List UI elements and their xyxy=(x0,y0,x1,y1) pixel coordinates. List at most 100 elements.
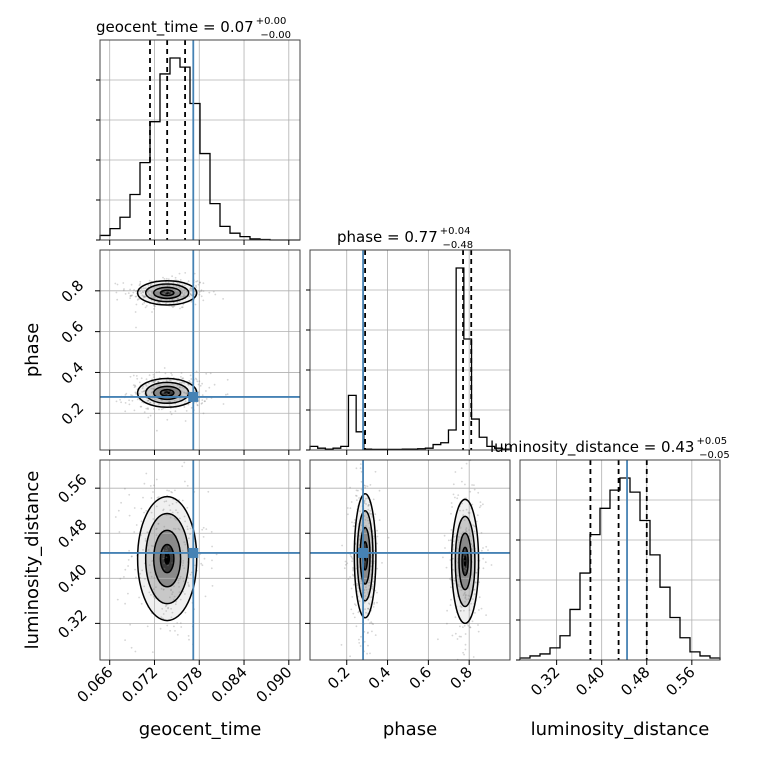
sample-point xyxy=(350,501,353,503)
sample-point xyxy=(469,626,472,629)
sample-point xyxy=(477,624,479,626)
sample-point xyxy=(461,502,463,505)
sample-point xyxy=(449,559,452,561)
sample-point xyxy=(157,522,160,525)
sample-point xyxy=(366,652,368,655)
sample-point xyxy=(462,539,464,542)
sample-point xyxy=(152,595,155,598)
sample-point xyxy=(357,489,359,492)
panel-geocent_time-geocent_time-frame xyxy=(99,39,301,241)
sample-point xyxy=(358,497,360,499)
sample-point xyxy=(156,429,158,432)
sample-point xyxy=(125,392,128,395)
sample-point xyxy=(182,295,185,298)
sample-point xyxy=(140,520,143,523)
sample-point xyxy=(360,524,363,527)
sample-point xyxy=(369,528,371,531)
sample-point xyxy=(459,509,461,512)
sample-point xyxy=(143,296,145,298)
sample-point xyxy=(187,280,190,283)
sample-point xyxy=(147,407,149,410)
sample-point xyxy=(200,295,203,298)
sample-point xyxy=(169,516,172,519)
sample-point xyxy=(150,387,153,390)
sample-point xyxy=(195,286,198,288)
sample-point xyxy=(161,607,164,610)
title-phase: phase = 0.77 +0.04 −0.48 xyxy=(337,226,473,251)
sample-point xyxy=(170,539,172,542)
sample-point xyxy=(174,556,177,559)
sample-point xyxy=(177,297,180,300)
sample-point xyxy=(180,376,182,378)
sample-point xyxy=(165,302,167,305)
sample-point xyxy=(184,272,187,274)
sample-point xyxy=(165,549,167,552)
sample-point xyxy=(461,542,464,545)
sample-point xyxy=(153,387,155,390)
sample-point xyxy=(170,372,173,375)
sample-point xyxy=(189,286,192,289)
sample-point xyxy=(165,500,168,503)
sample-point xyxy=(114,282,117,285)
sample-point xyxy=(451,634,454,637)
sample-point xyxy=(463,566,466,569)
sample-point xyxy=(367,607,369,610)
sample-point xyxy=(173,305,176,308)
contour-line xyxy=(152,286,182,300)
sample-point xyxy=(168,379,171,382)
sample-point xyxy=(168,284,171,287)
sample-point xyxy=(180,626,183,628)
sample-point xyxy=(151,391,154,393)
sample-point xyxy=(360,488,363,491)
sample-point xyxy=(474,612,476,614)
sample-point xyxy=(462,514,465,517)
sample-point xyxy=(163,525,166,528)
sample-point xyxy=(171,374,173,376)
sample-point xyxy=(143,290,146,292)
sample-point xyxy=(368,522,370,525)
sample-point xyxy=(360,582,363,585)
sample-point xyxy=(155,528,158,531)
sample-point xyxy=(360,470,363,473)
sample-point xyxy=(150,544,153,547)
sample-point xyxy=(156,496,159,499)
sample-point xyxy=(153,484,155,487)
sample-point xyxy=(151,651,154,653)
sample-point xyxy=(185,392,188,395)
sample-point xyxy=(183,461,186,464)
sample-point xyxy=(471,503,474,506)
sample-point xyxy=(208,386,211,389)
sample-point xyxy=(135,375,138,377)
sample-point xyxy=(151,391,153,394)
sample-point xyxy=(186,506,189,509)
sample-point xyxy=(184,292,186,294)
sample-point xyxy=(358,534,361,537)
sample-point xyxy=(449,539,452,542)
sample-point xyxy=(131,399,134,402)
sample-point xyxy=(116,598,119,601)
sample-point xyxy=(167,607,169,610)
sample-point xyxy=(136,299,139,301)
sample-point xyxy=(437,638,439,641)
sample-point xyxy=(187,581,190,584)
panel-luminosity_distance-luminosity_distance-frame xyxy=(519,459,721,661)
contour-line xyxy=(450,498,480,625)
sample-point xyxy=(186,525,189,528)
sample-point xyxy=(171,388,174,390)
sample-point xyxy=(372,498,375,501)
sample-point xyxy=(349,507,352,510)
sample-point xyxy=(374,634,377,636)
sample-point xyxy=(367,607,370,610)
tick-label-luminosity_distance-y: 0.40 xyxy=(54,561,90,597)
sample-point xyxy=(175,501,178,504)
sample-point xyxy=(162,613,165,615)
sample-point xyxy=(147,284,150,286)
sample-point xyxy=(176,293,178,296)
sample-point xyxy=(355,495,358,497)
sample-point xyxy=(173,289,176,292)
sample-point xyxy=(465,579,468,582)
sample-point xyxy=(185,291,188,293)
sample-point xyxy=(141,569,144,572)
contour-line xyxy=(152,385,182,401)
sample-point xyxy=(148,564,151,566)
